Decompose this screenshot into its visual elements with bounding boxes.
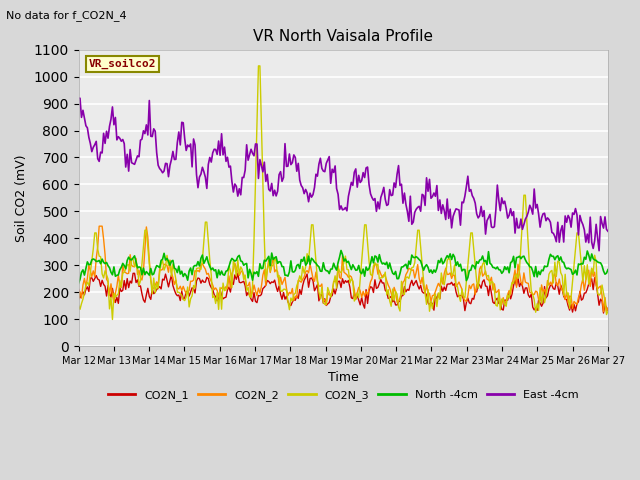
Text: VR_soilco2: VR_soilco2: [89, 59, 157, 69]
Legend: CO2N_1, CO2N_2, CO2N_3, North -4cm, East -4cm: CO2N_1, CO2N_2, CO2N_3, North -4cm, East…: [103, 386, 584, 406]
Y-axis label: Soil CO2 (mV): Soil CO2 (mV): [15, 154, 28, 241]
Title: VR North Vaisala Profile: VR North Vaisala Profile: [253, 29, 433, 44]
Text: No data for f_CO2N_4: No data for f_CO2N_4: [6, 10, 127, 21]
X-axis label: Time: Time: [328, 372, 358, 384]
